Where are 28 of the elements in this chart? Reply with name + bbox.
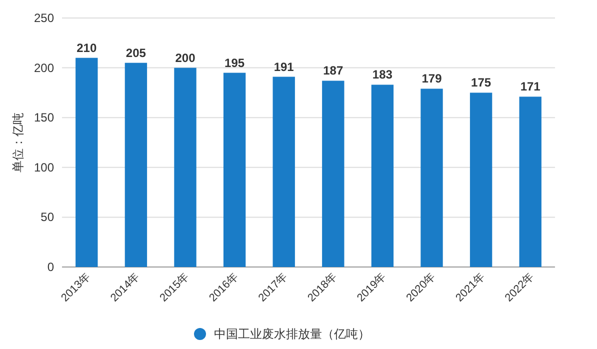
data-label: 183 xyxy=(372,68,393,82)
y-tick-label: 200 xyxy=(34,60,54,75)
bar xyxy=(519,96,542,267)
data-label: 175 xyxy=(471,76,492,90)
data-label: 205 xyxy=(126,46,146,60)
bar xyxy=(174,68,196,267)
data-label: 210 xyxy=(76,40,97,55)
y-axis-title: 单位：亿吨 xyxy=(11,112,25,172)
bar xyxy=(272,76,295,267)
data-label: 195 xyxy=(224,56,245,70)
bar xyxy=(223,72,246,267)
y-tick-label: 250 xyxy=(34,11,54,25)
bar xyxy=(76,58,98,267)
y-tick-label: 100 xyxy=(34,160,54,174)
y-tick-label: 150 xyxy=(34,110,54,125)
legend-label: 中国工业废水排放量（亿吨） xyxy=(214,327,370,341)
y-tick-label: 50 xyxy=(40,210,54,224)
data-label: 179 xyxy=(422,72,442,86)
data-label: 191 xyxy=(274,60,294,74)
bar xyxy=(124,62,148,267)
data-label: 171 xyxy=(520,80,541,94)
bar xyxy=(371,84,394,267)
y-tick-label: 0 xyxy=(47,260,54,274)
bar xyxy=(420,88,443,267)
data-label: 187 xyxy=(323,64,344,78)
bar xyxy=(470,92,492,267)
bar xyxy=(322,80,344,267)
data-label: 200 xyxy=(175,50,196,65)
